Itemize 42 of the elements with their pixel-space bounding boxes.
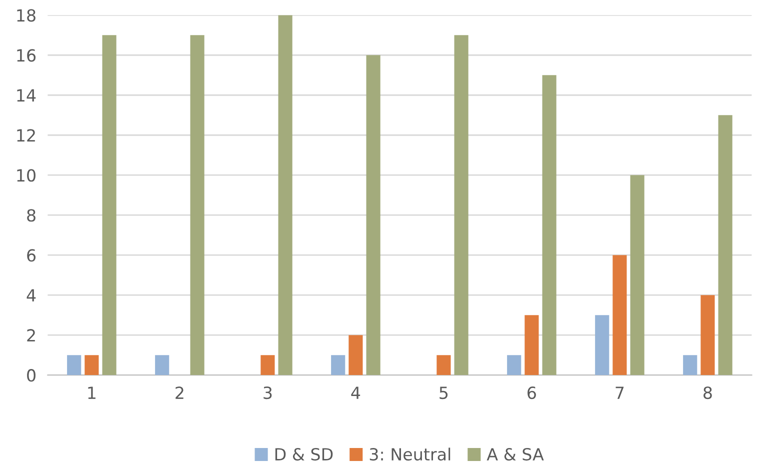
y-tick-label: 14 (17, 89, 36, 102)
bar (331, 355, 346, 376)
bar (683, 355, 698, 376)
x-tick-label: 4 (351, 386, 360, 399)
x-tick-label: 8 (704, 386, 712, 400)
bar (630, 175, 644, 376)
bar (348, 335, 363, 376)
bar (155, 355, 170, 376)
legend-label: D & SD (275, 448, 333, 461)
bar (507, 355, 522, 376)
bar (454, 35, 468, 376)
bar (700, 295, 715, 376)
y-tick-label: 16 (17, 49, 36, 62)
bar (436, 355, 451, 376)
x-tick-label: 7 (616, 386, 624, 399)
y-tick-label: 12 (17, 129, 35, 142)
y-tick-label: 8 (27, 209, 36, 222)
bar (278, 15, 292, 376)
x-tick-label: 6 (528, 386, 536, 400)
y-tick-label: 6 (27, 249, 36, 262)
y-tick-label: 2 (27, 329, 35, 342)
x-tick-label: 1 (88, 386, 96, 399)
bar (260, 355, 275, 376)
legend-label: A & SA (486, 448, 544, 461)
x-tick-label: 5 (440, 386, 448, 400)
y-tick-label: 4 (26, 289, 36, 302)
legend-label: 3: Neutral (370, 448, 450, 461)
bar (542, 75, 556, 376)
x-tick-label: 3 (264, 386, 272, 400)
x-tick-label: 2 (176, 386, 184, 399)
bar (595, 315, 610, 376)
bar (366, 55, 380, 376)
bar (524, 315, 539, 376)
bar (84, 355, 99, 376)
y-tick-label: 18 (17, 9, 36, 22)
bar (102, 35, 116, 376)
bar (67, 355, 82, 376)
y-tick-label: 10 (17, 169, 36, 182)
y-tick-label: 0 (27, 369, 36, 382)
bar (190, 35, 204, 376)
bar (718, 115, 732, 376)
bar (612, 255, 627, 376)
